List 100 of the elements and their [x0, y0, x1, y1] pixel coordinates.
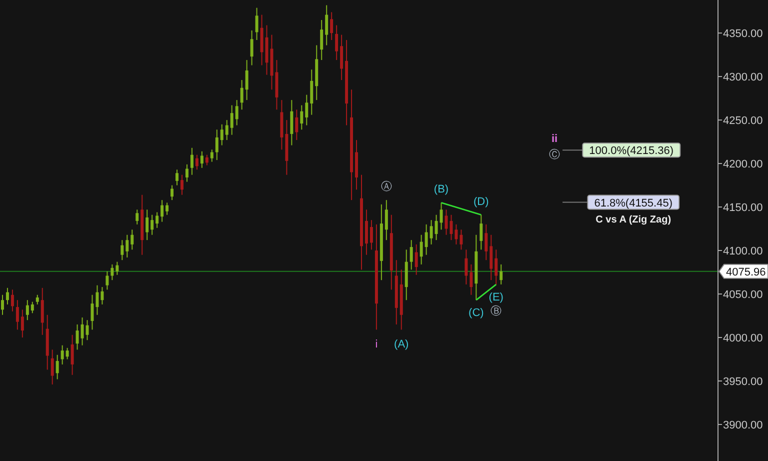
candlestick — [106, 270, 109, 290]
y-tick-label: 4000.00 — [723, 332, 763, 344]
annotation: Ⓑ — [490, 304, 502, 318]
candlestick — [480, 214, 483, 250]
annotation: (A) — [394, 338, 409, 351]
candlestick — [210, 149, 214, 162]
candlestick — [290, 100, 294, 146]
ref-line-label: 4075.96 — [726, 266, 766, 278]
candlestick — [136, 209, 139, 225]
candlestick — [120, 240, 124, 261]
candlestick — [255, 7, 258, 41]
candlestick — [160, 200, 164, 222]
candlestick — [420, 234, 423, 265]
candlestick — [460, 229, 463, 250]
candlestick — [384, 200, 388, 241]
candlestick — [26, 300, 29, 321]
candlestick — [410, 240, 413, 270]
candlestick — [16, 300, 19, 330]
annotation: C vs A (Zig Zag) — [596, 214, 672, 226]
candlestick — [484, 224, 488, 261]
candlestick — [40, 287, 44, 336]
candlestick — [220, 124, 224, 146]
candlestick — [100, 286, 104, 305]
candlestick — [434, 214, 438, 241]
candlestick — [80, 316, 84, 346]
candlestick — [464, 249, 468, 285]
candlestick — [166, 202, 169, 216]
candlestick — [440, 202, 443, 230]
candlestick — [195, 154, 198, 170]
candlestick — [60, 344, 64, 365]
y-tick-label: 4050.00 — [723, 288, 763, 301]
candlestick — [130, 229, 134, 250]
y-tick-label: 4100.00 — [723, 246, 763, 258]
annotation: Ⓒ — [549, 148, 560, 162]
candlestick — [146, 209, 149, 241]
candlestick — [6, 287, 9, 305]
candlestick — [56, 354, 59, 380]
annotation: ii — [551, 133, 558, 146]
candlestick — [200, 150, 204, 168]
candlestick — [20, 309, 24, 338]
y-tick-label: 4200.00 — [723, 158, 763, 171]
candlestick — [454, 224, 458, 245]
y-tick-label: 3950.00 — [723, 376, 763, 388]
candlestick — [414, 244, 418, 276]
y-tick-label: 4350.00 — [723, 28, 763, 40]
candlestick — [10, 289, 14, 312]
y-tick-label: 4250.00 — [723, 115, 763, 128]
candlestick — [0, 294, 4, 316]
candlestick — [494, 249, 498, 285]
candlestick — [330, 12, 334, 41]
candlestick — [30, 301, 34, 314]
annotation: (B) — [434, 184, 449, 196]
candlestick — [424, 224, 428, 256]
candlestick — [215, 129, 218, 161]
candlestick — [90, 294, 94, 330]
ref-line-label: 61.8%(4155.45) — [594, 197, 673, 210]
candlestick — [325, 4, 328, 46]
candlestick — [500, 264, 503, 285]
candlestick — [340, 34, 344, 81]
candlestick — [335, 24, 338, 61]
candlestick — [156, 212, 159, 228]
candlestick — [76, 324, 79, 350]
y-tick-label: 3900.00 — [723, 419, 763, 432]
annotation: Ⓐ — [380, 180, 392, 194]
candlestick — [205, 154, 208, 166]
candlestick — [150, 214, 154, 236]
candlestick — [240, 80, 244, 110]
candlestick — [245, 60, 248, 101]
annotation: i — [375, 338, 378, 351]
candlestick — [430, 220, 433, 245]
candlestick — [126, 234, 129, 258]
y-tick-label: 4150.00 — [723, 202, 763, 214]
candlestick — [50, 349, 54, 385]
candlestick — [300, 104, 304, 130]
ref-line-label: 100.0%(4215.36) — [589, 145, 674, 158]
candlestick — [96, 284, 99, 316]
candlestick — [36, 294, 39, 305]
candlestick — [320, 20, 324, 61]
annotation: (E) — [488, 291, 504, 304]
candlestick — [176, 169, 179, 186]
annotation: (D) — [474, 196, 489, 208]
candlestick — [110, 264, 114, 281]
candlestick — [230, 104, 234, 136]
candlestick — [66, 347, 69, 360]
candlestick — [250, 30, 254, 66]
candlestick — [295, 109, 298, 141]
candlestick — [364, 209, 368, 256]
candlestick — [305, 94, 308, 126]
candlestick — [180, 174, 184, 196]
candlestick — [225, 120, 228, 141]
candlestick — [370, 220, 373, 250]
candlestick — [185, 164, 188, 182]
candlestick — [190, 147, 194, 176]
candlestick — [170, 184, 174, 201]
candlestick — [86, 320, 89, 341]
annotation: (C) — [468, 307, 484, 320]
candlestick — [70, 334, 74, 376]
candlestick — [235, 100, 238, 126]
candlestick — [490, 234, 493, 281]
candlestick — [310, 69, 314, 116]
